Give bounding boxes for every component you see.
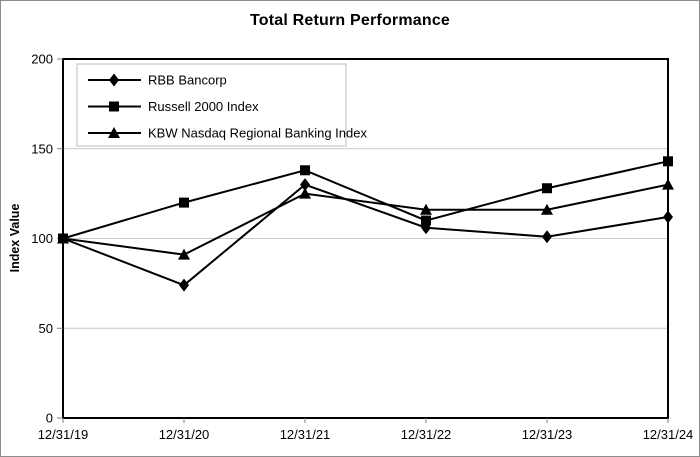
data-point-marker <box>542 230 552 244</box>
data-point-marker <box>662 178 674 190</box>
data-point-marker <box>299 187 311 199</box>
legend-label: KBW Nasdaq Regional Banking Index <box>148 126 367 141</box>
data-point-marker <box>663 210 673 224</box>
legend-label: Russell 2000 Index <box>148 99 259 114</box>
legend-label: RBB Bancorp <box>148 73 227 88</box>
data-point-marker <box>300 165 310 176</box>
x-axis-tick-label: 12/31/22 <box>401 427 452 442</box>
y-axis-tick-label: 150 <box>31 141 53 156</box>
series-line <box>62 160 669 240</box>
data-point-marker <box>179 278 189 292</box>
legend-marker <box>108 127 120 138</box>
series-line <box>62 183 669 287</box>
x-axis-tick-label: 12/31/21 <box>280 427 331 442</box>
data-point-marker <box>663 156 673 167</box>
data-point-marker <box>420 203 432 215</box>
series-line <box>62 183 669 256</box>
y-axis-tick-label: 100 <box>31 231 53 246</box>
x-axis-tick-label: 12/31/19 <box>38 427 89 442</box>
data-point-marker <box>300 178 310 192</box>
y-axis-tick-label: 200 <box>31 52 53 67</box>
x-axis-tick-label: 12/31/23 <box>522 427 573 442</box>
data-point-marker <box>542 183 552 194</box>
data-point-marker <box>178 248 190 260</box>
data-point-marker <box>57 232 69 244</box>
x-axis-tick-label: 12/31/24 <box>643 427 694 442</box>
y-axis-tick-label: 50 <box>39 321 53 336</box>
data-point-marker <box>179 197 189 208</box>
chart-title: Total Return Performance <box>249 12 451 29</box>
data-point-marker <box>421 215 431 226</box>
data-point-marker <box>541 203 553 215</box>
y-axis-tick-label: 0 <box>46 411 53 426</box>
legend-marker <box>109 101 119 112</box>
x-axis-tick-label: 12/31/20 <box>159 427 210 442</box>
legend-marker <box>109 73 119 87</box>
